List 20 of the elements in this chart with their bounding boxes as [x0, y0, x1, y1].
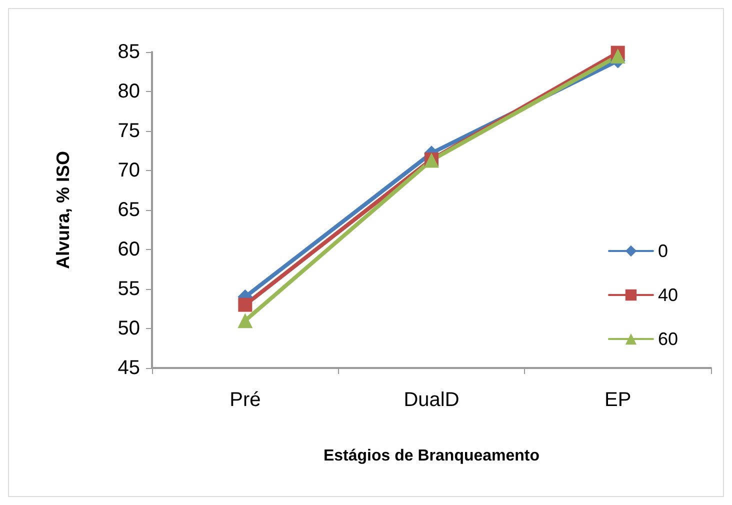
point [238, 313, 253, 328]
y-tick-label: 75 [118, 120, 140, 142]
y-tick-label: 45 [118, 357, 140, 379]
y-axis-title: Alvura, % ISO [53, 150, 73, 270]
x-tick-label: DualD [404, 389, 460, 411]
y-tick-label: 60 [118, 238, 140, 260]
x-tick-label: EP [604, 389, 632, 411]
point [238, 298, 252, 312]
point [610, 48, 626, 64]
y-tick-label: 50 [118, 318, 140, 340]
y-tick-label: 85 [118, 41, 140, 63]
legend-label: 40 [658, 285, 678, 305]
y-tick-label: 80 [118, 80, 140, 102]
x-axis-title: Estágios de Branqueamento [323, 448, 540, 464]
legend-label: 0 [658, 241, 668, 261]
y-tick-label: 65 [118, 199, 140, 221]
legend-label: 60 [658, 329, 678, 349]
x-tick-label: Pré [230, 389, 261, 411]
y-tick-label: 70 [118, 160, 140, 182]
y-tick-label: 55 [118, 278, 140, 300]
